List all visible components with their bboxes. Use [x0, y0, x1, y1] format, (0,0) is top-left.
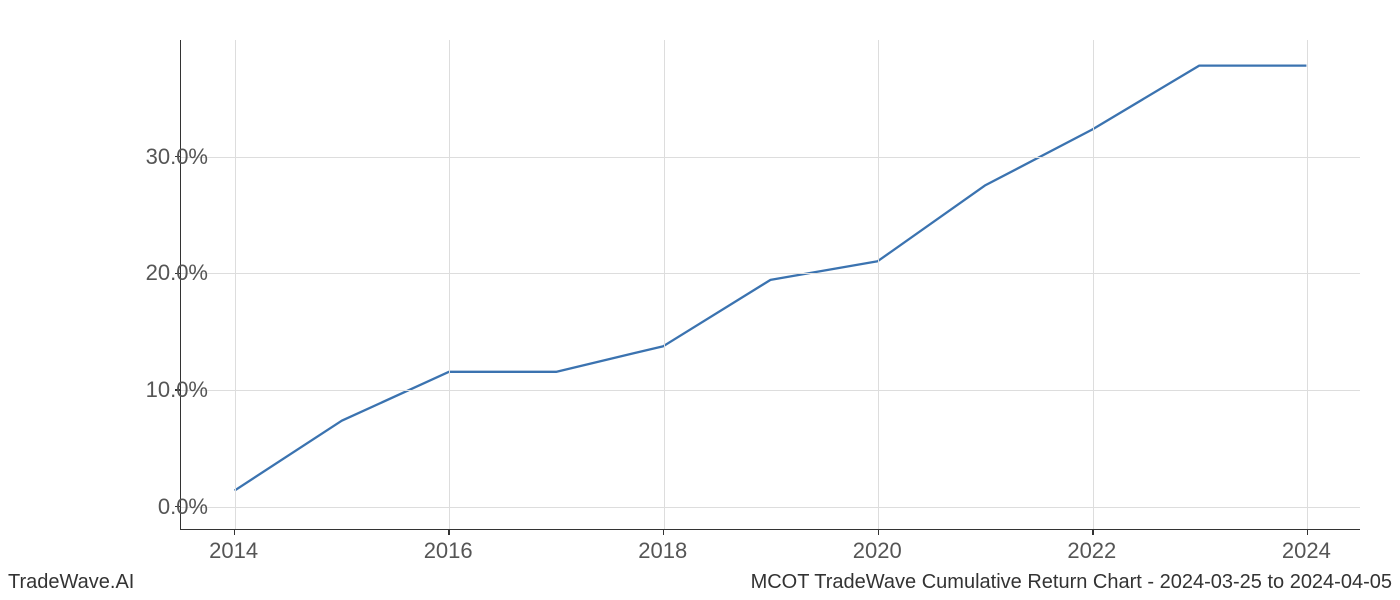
grid-line-horizontal [181, 157, 1360, 158]
line-series [181, 40, 1360, 529]
grid-line-horizontal [181, 273, 1360, 274]
x-tick-mark [1092, 529, 1094, 535]
grid-line-vertical [878, 40, 879, 529]
y-tick-label: 30.0% [108, 144, 208, 170]
y-tick-label: 0.0% [108, 494, 208, 520]
x-tick-label: 2018 [623, 538, 703, 564]
footer-right-text: MCOT TradeWave Cumulative Return Chart -… [751, 571, 1392, 594]
grid-line-vertical [1093, 40, 1094, 529]
x-tick-mark [234, 529, 236, 535]
x-tick-label: 2020 [837, 538, 917, 564]
y-tick-label: 10.0% [108, 377, 208, 403]
x-tick-label: 2014 [194, 538, 274, 564]
grid-line-horizontal [181, 390, 1360, 391]
x-tick-mark [1307, 529, 1309, 535]
x-tick-mark [448, 529, 450, 535]
plot-area [180, 40, 1360, 530]
x-tick-mark [663, 529, 665, 535]
x-tick-mark [878, 529, 880, 535]
chart-container [180, 40, 1360, 530]
x-tick-label: 2016 [408, 538, 488, 564]
grid-line-vertical [664, 40, 665, 529]
x-tick-label: 2024 [1266, 538, 1346, 564]
grid-line-vertical [235, 40, 236, 529]
grid-line-horizontal [181, 507, 1360, 508]
y-tick-label: 20.0% [108, 260, 208, 286]
x-tick-label: 2022 [1052, 538, 1132, 564]
footer-left-text: TradeWave.AI [8, 571, 134, 594]
grid-line-vertical [1307, 40, 1308, 529]
grid-line-vertical [449, 40, 450, 529]
